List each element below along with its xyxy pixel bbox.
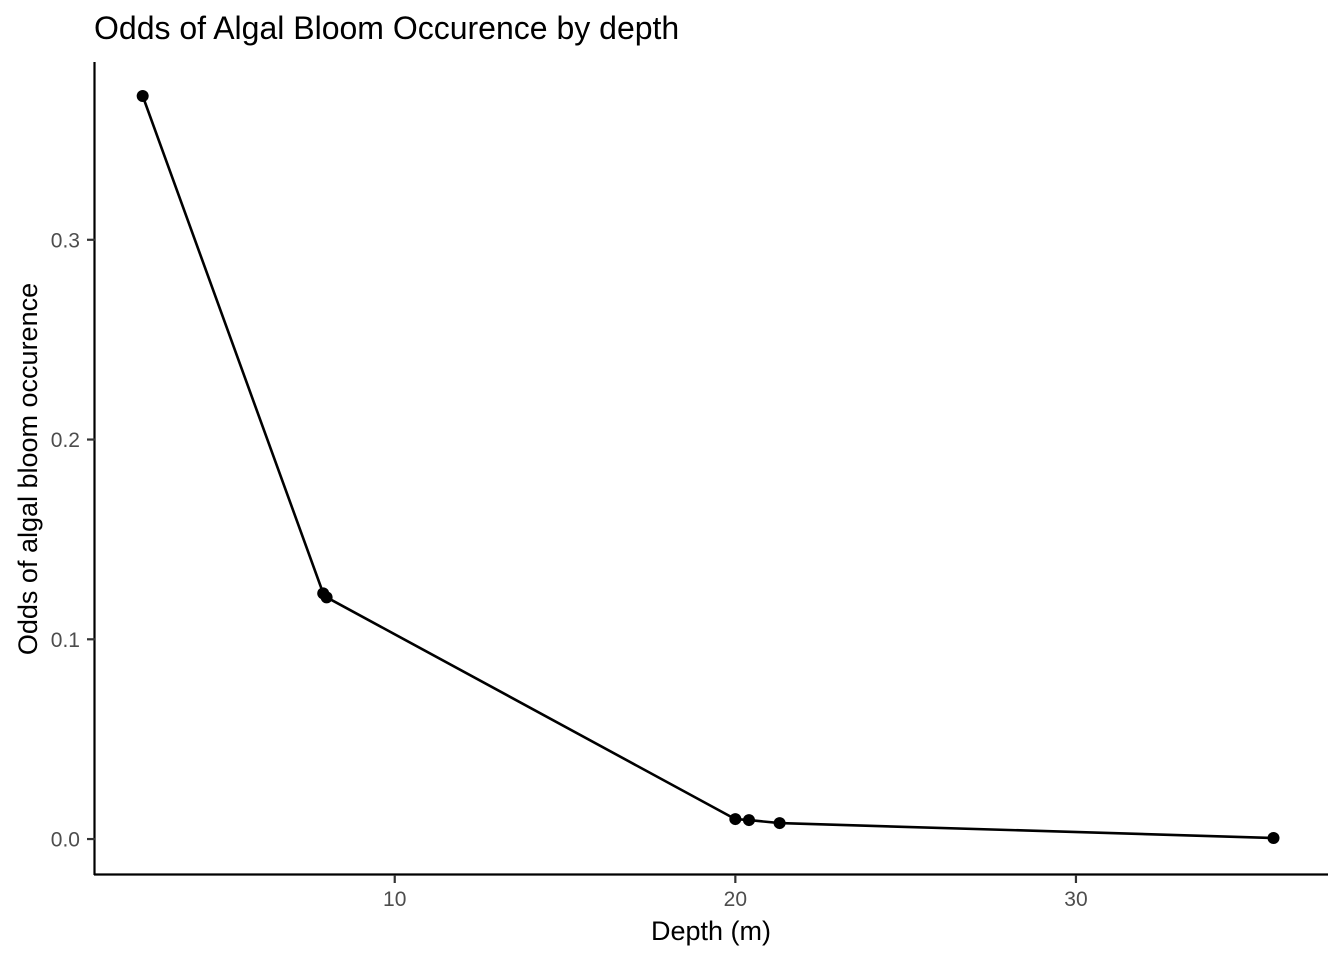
x-tick-label: 30 <box>1064 888 1087 911</box>
data-point <box>742 814 755 827</box>
y-tick-label: 0.2 <box>51 429 80 452</box>
data-point <box>136 89 149 102</box>
x-ticks: 10 20 30 <box>383 875 1088 911</box>
data-point <box>1267 832 1280 845</box>
y-ticks: 0.0 0.1 0.2 0.3 <box>51 229 95 852</box>
x-tick-label: 20 <box>724 888 747 911</box>
x-axis: 10 20 30 <box>94 873 1328 911</box>
plot-area <box>136 89 1280 845</box>
y-tick-label: 0.3 <box>51 229 80 252</box>
y-axis: 0.0 0.1 0.2 0.3 <box>51 62 96 875</box>
y-tick-label: 0.0 <box>51 829 80 852</box>
x-tick-label: 10 <box>383 888 406 911</box>
y-tick-label: 0.1 <box>51 629 80 652</box>
data-point <box>729 813 742 826</box>
data-points <box>136 89 1280 845</box>
data-point <box>320 591 333 604</box>
data-point <box>773 817 786 830</box>
series-line <box>141 95 1274 840</box>
chart-title: Odds of Algal Bloom Occurence by depth <box>94 10 679 46</box>
y-axis-label: Odds of algal bloom occurence <box>13 283 43 655</box>
x-axis-label: Depth (m) <box>651 916 771 946</box>
